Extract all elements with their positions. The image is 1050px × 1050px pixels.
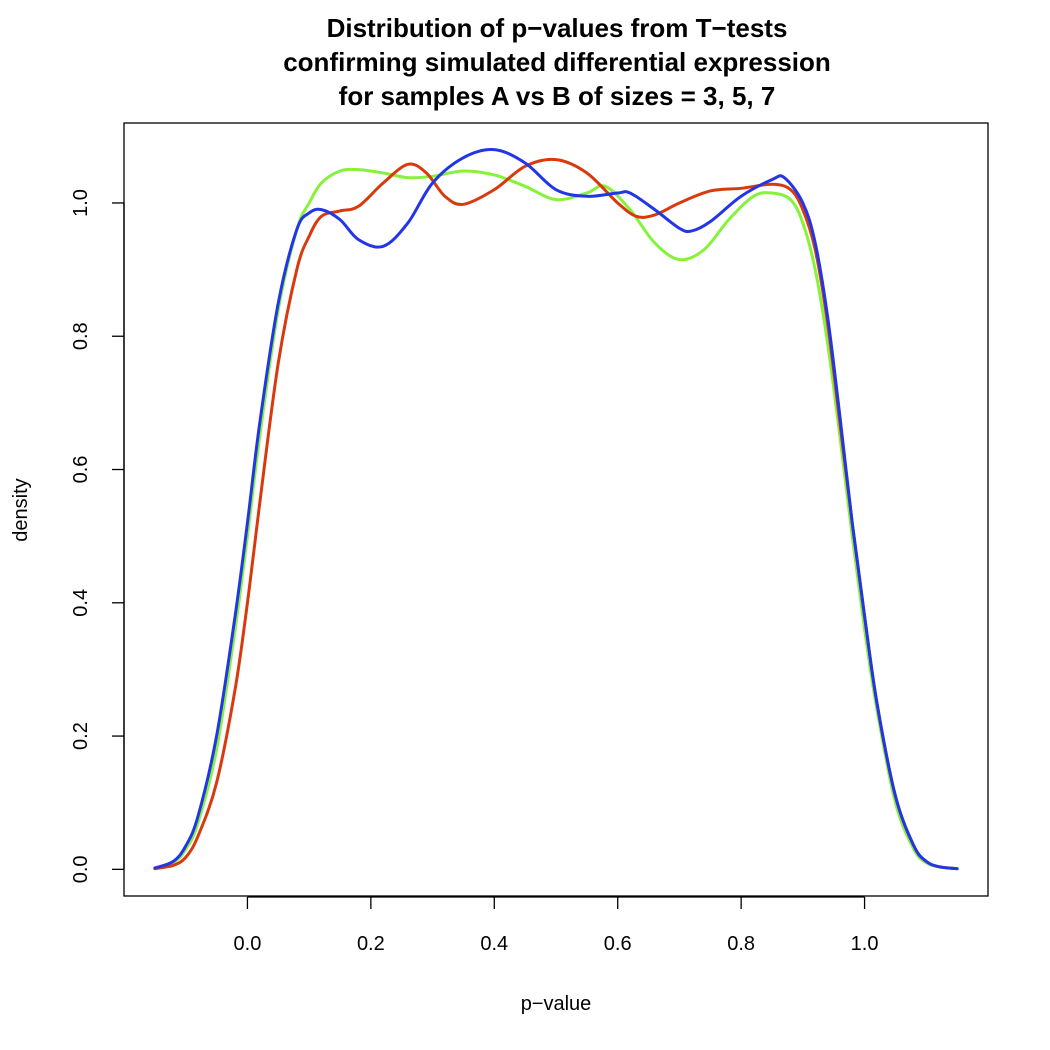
chart-title: Distribution of p−values from T−tests co… — [283, 13, 831, 111]
x-tick-label-0: 0.0 — [234, 933, 262, 955]
chart-title-line-3: for samples A vs B of sizes = 3, 5, 7 — [339, 81, 776, 111]
series-line-3 — [153, 148, 959, 871]
y-axis: 0.0 0.2 0.4 0.6 0.8 1.0 — [70, 189, 125, 883]
y-tick-label-4: 0.8 — [70, 322, 92, 350]
y-tick-label-1: 0.2 — [70, 722, 92, 750]
y-tick-label-2: 0.4 — [70, 589, 92, 617]
series-line-2 — [153, 157, 959, 871]
y-tick-label-5: 1.0 — [70, 189, 92, 217]
x-tick-label-2: 0.4 — [480, 933, 508, 955]
x-tick-label-4: 0.8 — [727, 933, 755, 955]
series-lines — [153, 148, 959, 871]
x-axis-label: p−value — [521, 993, 592, 1015]
y-tick-label-0: 0.0 — [70, 855, 92, 883]
y-tick-label-3: 0.6 — [70, 456, 92, 484]
y-axis-label: density — [10, 478, 32, 541]
x-tick-label-1: 0.2 — [357, 933, 385, 955]
x-tick-label-3: 0.6 — [604, 933, 632, 955]
chart-title-line-1: Distribution of p−values from T−tests — [327, 13, 788, 43]
series-line-1 — [153, 167, 959, 871]
x-tick-label-5: 1.0 — [851, 933, 879, 955]
x-axis: 0.0 0.2 0.4 0.6 0.8 1.0 — [234, 896, 879, 955]
chart-title-line-2: confirming simulated differential expres… — [283, 47, 831, 77]
plot-frame — [123, 122, 989, 897]
